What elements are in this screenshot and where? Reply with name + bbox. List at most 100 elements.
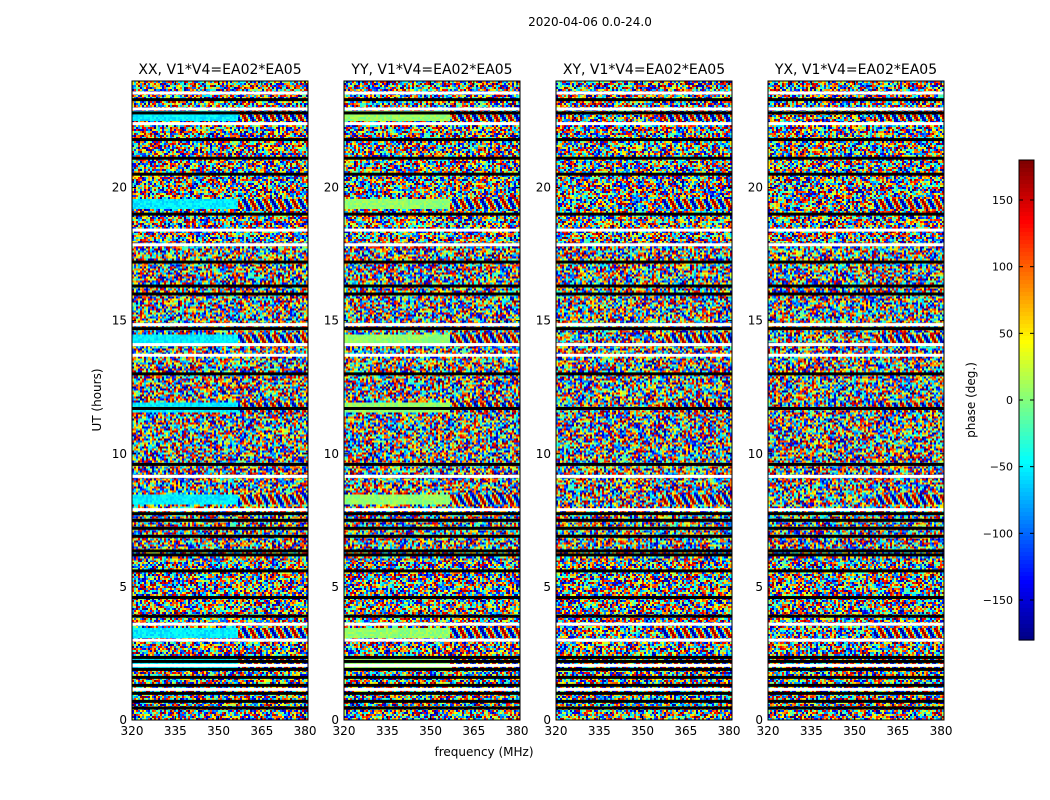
colorbar-segment: [1019, 428, 1034, 433]
colorbar-segment: [1019, 368, 1034, 373]
flag-band-white: [768, 622, 944, 626]
flag-band-white: [768, 323, 944, 327]
y-tick-label: 5: [543, 580, 551, 594]
x-tick-label: 335: [164, 724, 187, 738]
flag-band-white: [344, 107, 520, 111]
colorbar-tick-label: 150: [992, 194, 1013, 207]
colorbar-segment: [1019, 628, 1034, 633]
colorbar-segment: [1019, 524, 1034, 529]
flag-band-dark: [768, 98, 944, 102]
x-axis-label: frequency (MHz): [434, 745, 533, 759]
colorbar-segment: [1019, 592, 1034, 597]
figure-title: 2020-04-06 0.0-24.0: [528, 15, 652, 29]
colorbar-segment: [1019, 328, 1034, 333]
panel-yy: YY, V1*V4=EA02*EA05 320 335 350 365 380 0 5 10 15…: [324, 62, 529, 738]
colorbar-segment: [1019, 468, 1034, 473]
flag-band-white: [768, 228, 944, 232]
colorbar-segment: [1019, 612, 1034, 617]
colorbar-segment: [1019, 448, 1034, 453]
flag-band-dark: [556, 699, 732, 703]
flag-band-dark: [768, 327, 944, 331]
colorbar-segment: [1019, 244, 1034, 249]
flag-band-dark: [556, 284, 732, 288]
flag-band-white: [556, 622, 732, 626]
flag-band-dark: [132, 327, 308, 331]
flag-band-dark: [344, 284, 520, 288]
x-tick-label: 350: [419, 724, 442, 738]
colorbar-segment: [1019, 360, 1034, 365]
colorbar-segment: [1019, 464, 1034, 469]
y-tick-label: 20: [324, 181, 339, 195]
flag-band-white: [768, 243, 944, 247]
colorbar-segment: [1019, 176, 1034, 181]
flag-band-dark: [556, 683, 732, 687]
colorbar-segment: [1019, 588, 1034, 593]
panel-frame: [555, 80, 733, 721]
colorbar-segment: [1019, 248, 1034, 253]
flag-band-dark: [768, 667, 944, 671]
flag-band-dark: [768, 534, 944, 538]
flag-band-dark: [556, 212, 732, 216]
colorbar-segment: [1019, 608, 1034, 613]
flag-band-dark: [132, 596, 308, 600]
x-tick-label: 380: [506, 724, 529, 738]
flag-band-dark: [768, 372, 944, 376]
colorbar-segment: [1019, 296, 1034, 301]
colorbar-segment: [1019, 292, 1034, 297]
flag-band-dark: [132, 691, 308, 695]
colorbar-segment: [1019, 408, 1034, 413]
flag-band-dark: [132, 512, 308, 516]
colorbar-segment: [1019, 192, 1034, 197]
flag-band-dark: [344, 260, 520, 264]
flag-band-white: [556, 91, 732, 95]
flag-band-dark: [556, 172, 732, 176]
flag-band-white: [556, 243, 732, 247]
flag-band-dark: [768, 675, 944, 679]
flag-band-dark: [556, 462, 732, 466]
flag-band-dark: [768, 699, 944, 703]
y-tick-label: 15: [536, 314, 551, 328]
flag-band-dark: [132, 553, 308, 557]
flag-band-dark: [768, 614, 944, 618]
flag-band-white: [556, 638, 732, 642]
flag-band-white: [768, 663, 944, 667]
colorbar-segment: [1019, 232, 1034, 237]
flag-band-dark: [132, 138, 308, 142]
flag-band-dark: [344, 156, 520, 160]
y-tick-label: 10: [112, 447, 127, 461]
colorbar-segment: [1019, 352, 1034, 357]
colorbar-segment: [1019, 620, 1034, 625]
x-tick-label: 320: [545, 724, 568, 738]
panel-title: XX, V1*V4=EA02*EA05: [138, 62, 301, 78]
colorbar-segment: [1019, 348, 1034, 353]
flag-band-white: [768, 638, 944, 642]
colorbar-segment: [1019, 400, 1034, 405]
flag-band-dark: [132, 549, 308, 553]
x-tick-label: 350: [843, 724, 866, 738]
x-tick-label: 365: [250, 724, 273, 738]
colorbar-segment: [1019, 580, 1034, 585]
flag-band-dark: [344, 614, 520, 618]
panel-frame: [767, 80, 945, 721]
flag-band-dark: [556, 549, 732, 553]
flag-band-white: [556, 508, 732, 512]
x-tick-label: 365: [674, 724, 697, 738]
colorbar-segment: [1019, 548, 1034, 553]
flag-band-dark: [768, 156, 944, 160]
colorbar-segment: [1019, 284, 1034, 289]
colorbar-segment: [1019, 432, 1034, 437]
colorbar-segment: [1019, 604, 1034, 609]
y-tick-label: 20: [748, 181, 763, 195]
flag-band-dark: [132, 111, 308, 115]
flag-band-white: [132, 107, 308, 111]
colorbar-segment: [1019, 504, 1034, 509]
colorbar-segment: [1019, 308, 1034, 313]
colorbar-segment: [1019, 336, 1034, 341]
flag-band-dark: [344, 667, 520, 671]
colorbar-segment: [1019, 172, 1034, 177]
y-tick-label: 0: [543, 713, 551, 727]
colorbar-segment: [1019, 168, 1034, 173]
panel-title: YX, V1*V4=EA02*EA05: [774, 62, 937, 78]
colorbar-segment: [1019, 196, 1034, 201]
flag-band-dark: [132, 706, 308, 710]
